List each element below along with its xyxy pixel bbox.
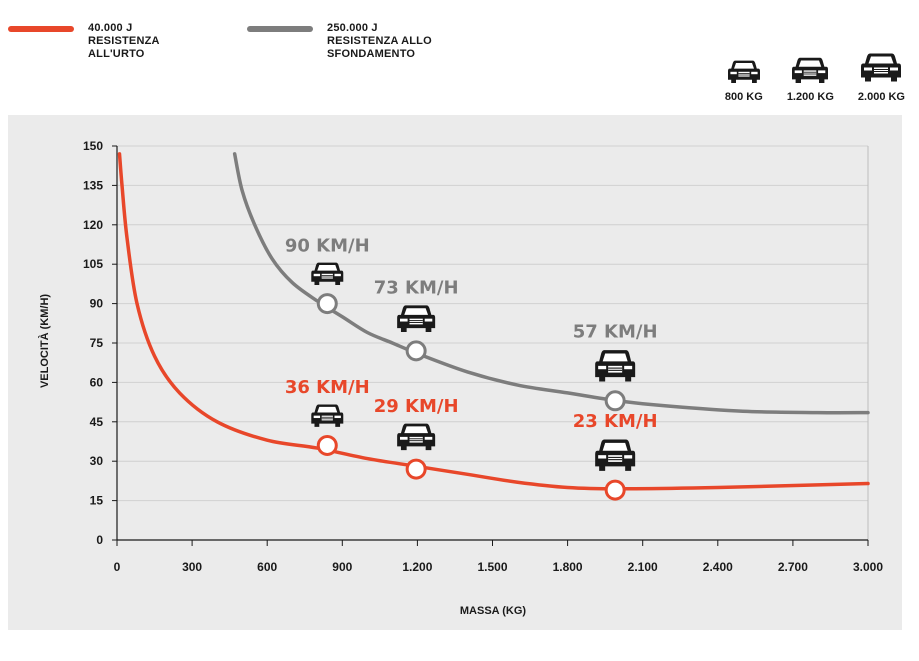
speed-label-0: 36 KM/H: [285, 377, 370, 398]
speed-label-2: 23 KM/H: [573, 411, 658, 432]
y-tick-label-3: 45: [90, 415, 104, 429]
x-axis-title: MASSA (KG): [460, 605, 527, 617]
x-tick-label-8: 2.400: [703, 560, 733, 574]
speed-label-3: 90 KM/H: [285, 235, 370, 256]
x-tick-label-5: 1.500: [477, 560, 507, 574]
data-point-1: [405, 458, 427, 480]
legend-line2-impact: ALL'URTO: [88, 48, 145, 60]
y-axis-title: VELOCITÀ (KM/H): [38, 294, 51, 388]
x-tick-label-6: 1.800: [553, 560, 583, 574]
vehicle-key-800: 800 KG: [725, 57, 763, 103]
vehicle-marker-icon-1: [396, 423, 436, 451]
data-point-0: [316, 434, 338, 456]
vehicle-key-2000: 2.000 KG: [858, 48, 905, 103]
data-point-2: [604, 479, 626, 501]
annotations: 36 KM/H29 KM/H 23 KM/H 90 KM/H 73 KM/H 57 KM…: [285, 235, 658, 501]
plot-background: [8, 115, 902, 630]
legend-text-impact: 40.000 J RESISTENZA ALL'URTO: [88, 22, 160, 61]
speed-label-1: 29 KM/H: [374, 396, 459, 417]
y-tick-label-5: 75: [90, 336, 104, 350]
legend-line1-breakthrough: RESISTENZA ALLO: [327, 35, 432, 47]
legend-item-impact: 40.000 J RESISTENZA ALL'URTO: [8, 22, 160, 61]
legend-line1-impact: RESISTENZA: [88, 35, 160, 47]
y-tick-label-8: 120: [83, 218, 103, 232]
data-point-3: [316, 293, 338, 315]
axes: 0 15 30 45 60 75 90 105 120 135 150 0 300 600 900 1.200…: [83, 139, 883, 574]
y-tick-label-6: 90: [90, 297, 104, 311]
speed-label-4: 73 KM/H: [374, 278, 459, 299]
vehicle-label-2000: 2.000 KG: [857, 91, 905, 103]
data-point-4: [405, 340, 427, 362]
y-tick-label-2: 30: [90, 454, 104, 468]
legend-line2-breakthrough: SFONDAMENTO: [327, 48, 416, 60]
series-line-1: [232, 152, 870, 415]
x-tick-label-4: 1.200: [402, 560, 432, 574]
vehicle-marker-icon-4: [396, 304, 436, 333]
series: [117, 152, 870, 491]
x-tick-label-10: 3.000: [853, 560, 883, 574]
vehicle-marker-icon-5: [594, 349, 636, 383]
y-tick-label-4: 60: [90, 375, 104, 389]
x-tick-label-7: 2.100: [628, 560, 658, 574]
vehicle-marker-icon-3: [310, 262, 344, 286]
legend-energy-impact: 40.000 J: [88, 22, 133, 34]
y-tick-label-1: 15: [90, 494, 104, 508]
x-tick-label-2: 600: [257, 560, 277, 574]
x-tick-label-9: 2.700: [778, 560, 808, 574]
vehicle-marker-icon-0: [310, 404, 344, 428]
grid: [117, 145, 869, 540]
y-tick-label-0: 0: [96, 533, 103, 547]
y-tick-label-9: 135: [83, 178, 103, 192]
legend-text-breakthrough: 250.000 J RESISTENZA ALLO SFONDAMENTO: [327, 22, 432, 61]
legend-item-breakthrough: 250.000 J RESISTENZA ALLO SFONDAMENTO: [247, 22, 432, 61]
x-tick-label-1: 300: [182, 560, 202, 574]
speed-label-5: 57 KM/H: [573, 322, 658, 343]
legend-swatch-impact: [8, 26, 74, 32]
vehicle-key-1200: 1.200 KG: [787, 54, 834, 103]
data-point-5: [604, 390, 626, 412]
series-line-0: [117, 152, 870, 491]
legend-swatch-breakthrough: [247, 26, 313, 32]
vehicle-label-800: 800 KG: [724, 91, 763, 103]
x-tick-label-3: 900: [332, 560, 352, 574]
vehicle-label-1200: 1.200 KG: [786, 91, 834, 103]
legend-energy-breakthrough: 250.000 J: [327, 22, 378, 34]
y-tick-label-7: 105: [83, 257, 103, 271]
vehicle-marker-icon-2: [594, 438, 636, 472]
vehicle-legend: 800 KG 1.200 KG 2.000 KG: [725, 48, 905, 103]
y-tick-label-10: 150: [83, 139, 103, 153]
x-tick-label-0: 0: [114, 560, 121, 574]
